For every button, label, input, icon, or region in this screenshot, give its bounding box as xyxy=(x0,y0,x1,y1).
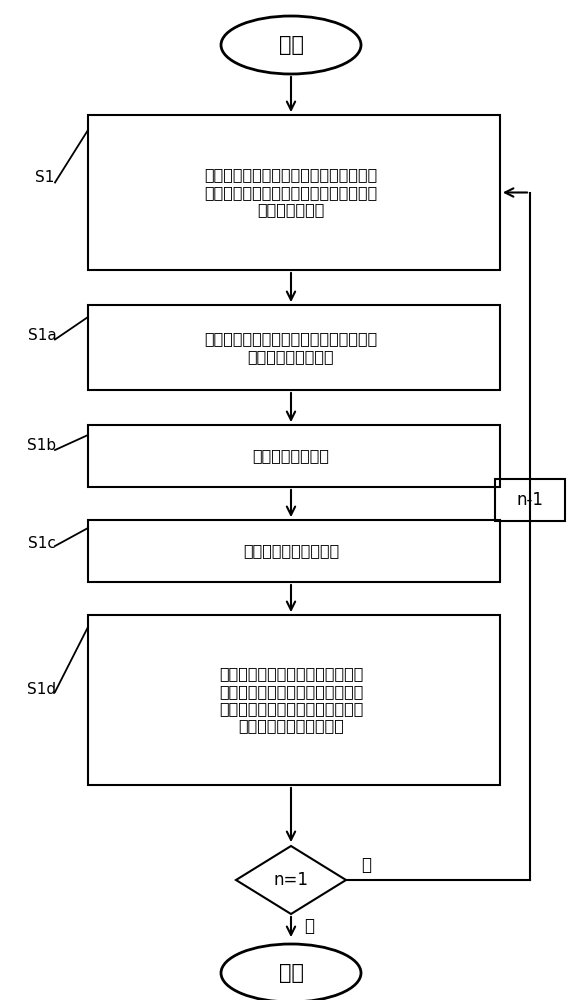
Text: S1: S1 xyxy=(35,170,55,185)
Text: 压裂作业完成后，下入所述滑套开
关工具管串至该产层对应的开关滑
套上方，下放滑套开关工具管串关
闭该产层对应的开关滑套: 压裂作业完成后，下入所述滑套开 关工具管串至该产层对应的开关滑 套上方，下放滑套… xyxy=(219,666,363,734)
Text: S1b: S1b xyxy=(27,438,56,454)
Text: 开始: 开始 xyxy=(278,35,303,55)
Text: 结束: 结束 xyxy=(278,963,303,983)
Text: S1c: S1c xyxy=(28,536,56,550)
Bar xyxy=(88,520,500,582)
Text: n-1: n-1 xyxy=(517,491,543,509)
Text: 下入滑套开关工具管串至该产层，打开该
产层对应的开关滑套: 下入滑套开关工具管串至该产层，打开该 产层对应的开关滑套 xyxy=(205,331,378,364)
Bar xyxy=(88,305,500,390)
Text: 否: 否 xyxy=(361,856,371,874)
Text: n=1: n=1 xyxy=(274,871,309,889)
Bar xyxy=(88,115,500,270)
Bar xyxy=(88,425,500,487)
Bar xyxy=(88,615,500,785)
Bar xyxy=(495,479,565,521)
Text: 是: 是 xyxy=(304,917,314,935)
Text: 在该产层进行压裂作业: 在该产层进行压裂作业 xyxy=(243,544,339,558)
Text: 控制滑套开关工具管串至该产层对应的开
关滑套下方，上提所述滑套开关工具管串
打开该开关滑套: 控制滑套开关工具管串至该产层对应的开 关滑套下方，上提所述滑套开关工具管串 打开… xyxy=(205,168,378,217)
Text: S1d: S1d xyxy=(27,682,56,698)
Text: 取出开关工具管串: 取出开关工具管串 xyxy=(253,448,329,464)
Text: S1a: S1a xyxy=(28,328,56,343)
